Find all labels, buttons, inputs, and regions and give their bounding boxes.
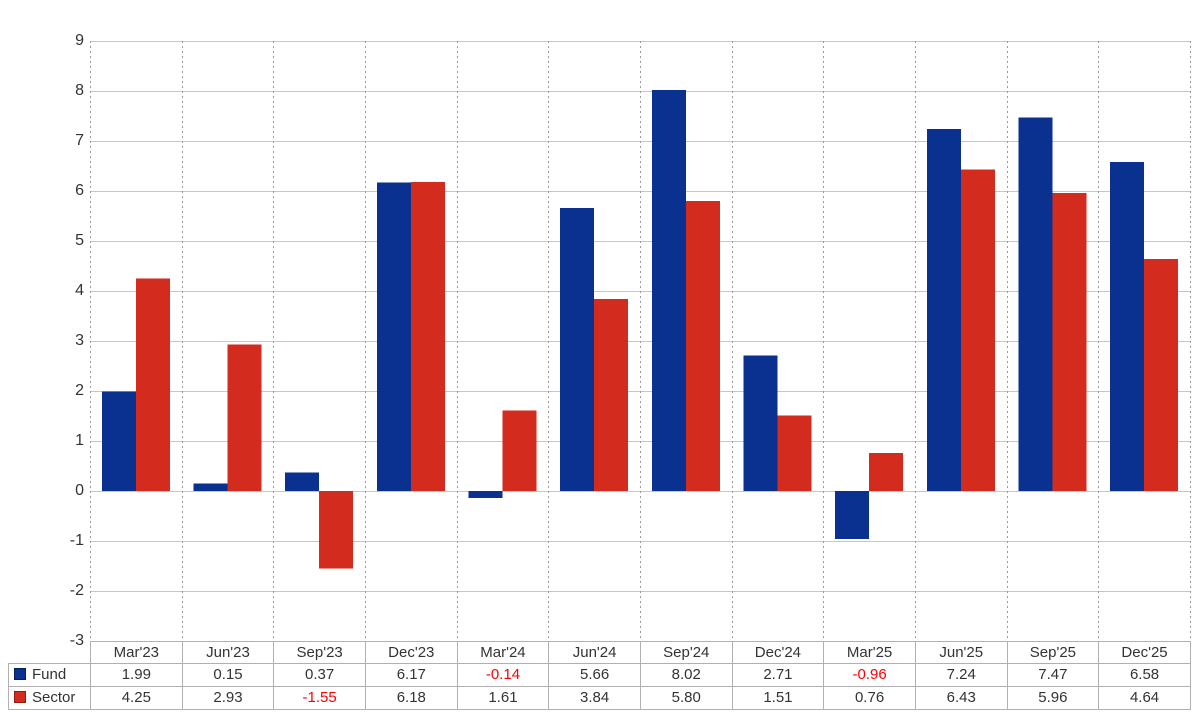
y-axis-label: 4 [75,282,84,299]
x-axis-label: Dec'24 [731,641,825,664]
value-cell: 1.99 [90,663,183,687]
value-cell: 6.58 [1098,663,1191,687]
y-axis-label: 9 [75,32,84,49]
x-axis-label: Sep'25 [1006,641,1100,664]
x-axis-label: Mar'24 [456,641,550,664]
value-cell: 2.93 [181,686,275,710]
chart-data-table: Mar'23 Jun'23 Sep'23 Dec'23 Mar'24 Jun'24 Sep'… [8,641,1191,710]
fund-bar [651,90,686,491]
sector-bar [319,491,354,569]
y-axis-label: 1 [75,432,84,449]
sector-bar [1052,193,1087,491]
value-cell: 4.25 [90,686,183,710]
series-name: Fund [32,666,67,683]
fund-bar [376,182,411,491]
fund-bar [101,391,136,491]
fund-bar [835,491,870,539]
sector-bar [594,299,629,491]
y-axis-label: 6 [75,182,84,199]
value-cell: 1.61 [456,686,550,710]
x-axis-label: Jun'23 [181,641,275,664]
value-cell: -0.14 [456,663,550,687]
x-axis-label: Dec'25 [1098,641,1191,664]
value-cell: 3.84 [548,686,641,710]
x-axis-label: Mar'25 [823,641,916,664]
y-axis-label: -3 [69,632,84,649]
value-cell: 6.18 [364,686,458,710]
fund-row: Fund 1.99 0.15 0.37 6.17 -0.14 5.66 8.02 2.71 -0.… [8,663,1191,687]
value-cell: 0.76 [823,686,916,710]
x-axis-label: Dec'23 [364,641,458,664]
sector-bar [685,201,720,491]
fund-bar [560,208,595,491]
sector-bar [135,278,170,491]
fund-bar [1018,117,1053,491]
y-axis-label: -1 [69,532,84,549]
sector-legend-marker-icon [14,691,26,703]
value-cell: 6.43 [914,686,1008,710]
fund-bar [285,472,320,491]
x-axis-label: Mar'23 [90,641,183,664]
fund-bar [1110,162,1145,491]
value-cell: 4.64 [1098,686,1191,710]
sector-bar [502,410,537,491]
y-axis-label: 2 [75,382,84,399]
sector-bar [410,182,445,491]
x-axis-label: Sep'24 [639,641,733,664]
value-cell: 5.80 [639,686,733,710]
value-cell: 5.66 [548,663,641,687]
bar-plot [90,41,1191,641]
sector-bar [869,453,904,491]
fund-bar [193,483,228,491]
x-axis-label: Jun'24 [548,641,641,664]
series-name: Sector [32,689,76,706]
y-axis-label: 0 [75,482,84,499]
sector-row: Sector 4.25 2.93 -1.55 6.18 1.61 3.84 5.80 1.51 0… [8,686,1191,710]
fund-bar [468,491,503,498]
value-cell: 1.51 [731,686,825,710]
sector-bar [227,344,262,491]
value-cell: 6.17 [364,663,458,687]
fund-bar [926,129,961,491]
fund-bar [743,355,778,491]
value-cell: 0.15 [181,663,275,687]
legend-cell-fund: Fund [8,663,91,687]
value-cell: 5.96 [1006,686,1100,710]
y-axis-label: 7 [75,132,84,149]
value-cell: 0.37 [273,663,366,687]
sector-bar [777,415,812,491]
value-cell: 7.24 [914,663,1008,687]
value-cell: -1.55 [273,686,366,710]
x-axis-label-row: Mar'23 Jun'23 Sep'23 Dec'23 Mar'24 Jun'24 Sep'… [9,641,1191,664]
y-axis-label: -2 [69,582,84,599]
x-axis-label: Sep'23 [273,641,366,664]
fund-legend-marker-icon [14,668,26,680]
table-corner-cell [9,642,91,664]
legend-cell-sector: Sector [8,686,91,710]
value-cell: 2.71 [731,663,825,687]
sector-bar [1144,259,1179,491]
value-cell: 8.02 [639,663,733,687]
y-axis-label: 5 [75,232,84,249]
value-cell: 7.47 [1006,663,1100,687]
sector-bar [960,169,995,491]
x-axis-label: Jun'25 [914,641,1008,664]
y-axis-label: 8 [75,82,84,99]
value-cell: -0.96 [823,663,916,687]
y-axis-label: 3 [75,332,84,349]
